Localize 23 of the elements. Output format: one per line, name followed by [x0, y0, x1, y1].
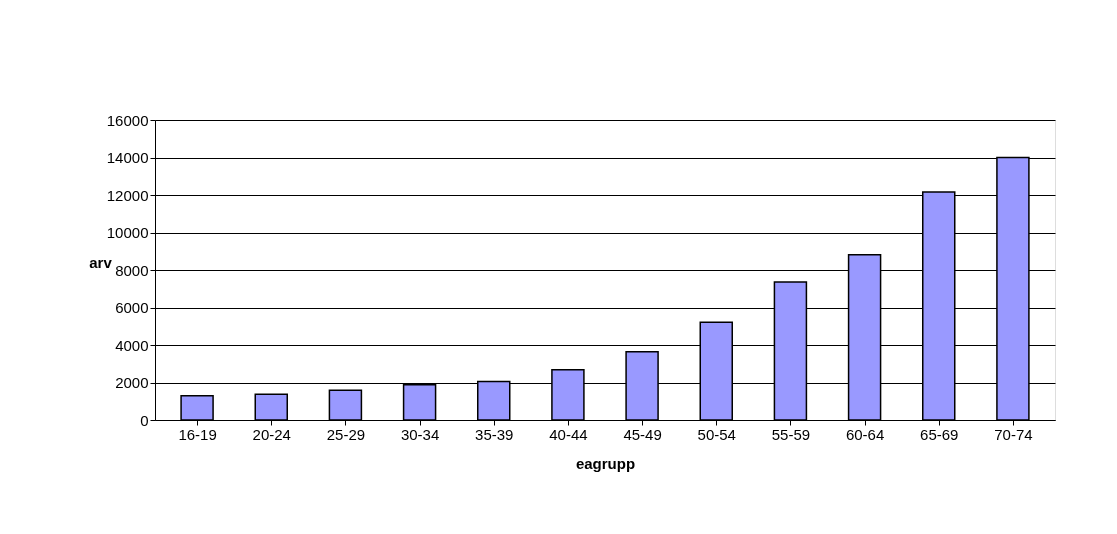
y-axis-title: arv [89, 253, 113, 271]
y-tick-label: 16000 [106, 111, 149, 129]
x-tick-label: 20-24 [252, 425, 291, 443]
x-tick-label: 40-44 [549, 425, 588, 443]
x-tick-label: 60-64 [845, 425, 885, 443]
y-tick-label: 0 [140, 411, 149, 429]
x-tick-label: 55-59 [771, 425, 811, 443]
x-tick-label: 45-49 [623, 425, 662, 443]
y-tick-label: 4000 [115, 336, 149, 354]
x-tick-label: 25-29 [326, 425, 366, 443]
x-tick-label: 50-54 [697, 425, 736, 443]
x-tick-label: 35-39 [475, 425, 514, 443]
y-tick-label: 10000 [106, 224, 149, 241]
x-tick-label: 70-74 [994, 425, 1033, 443]
x-tick-label: 30-34 [400, 425, 440, 443]
y-tick-label: 12000 [106, 186, 149, 204]
x-tick-label: 16-19 [178, 425, 217, 443]
x-axis-title: eagrupp [575, 454, 636, 472]
y-tick-label: 14000 [106, 149, 149, 166]
y-tick-label: 8000 [115, 261, 149, 279]
x-tick-label: 65-69 [920, 425, 959, 443]
y-tick-label: 6000 [115, 299, 149, 316]
y-tick-label: 2000 [115, 374, 149, 391]
